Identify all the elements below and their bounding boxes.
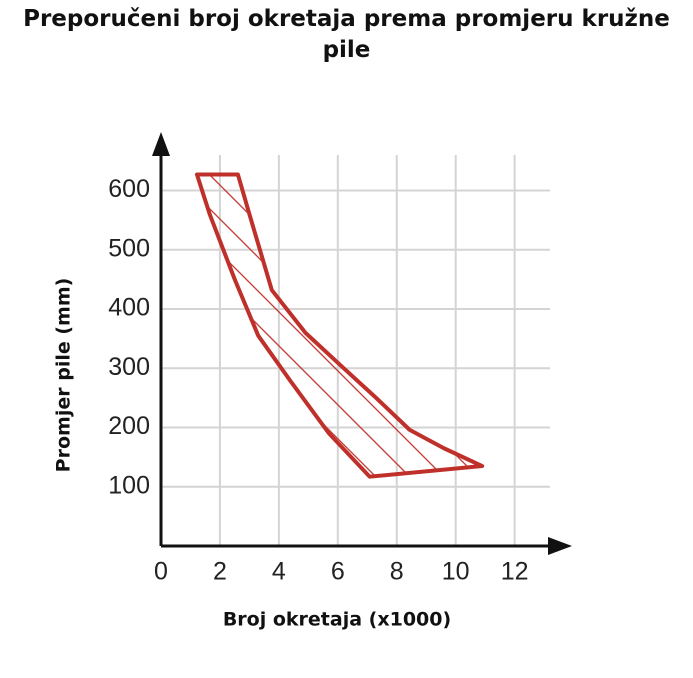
y-tick-label: 500: [108, 234, 150, 262]
y-tick-label: 600: [108, 175, 150, 203]
y-axis-arrow: [152, 132, 170, 156]
y-axis-label: Promjer pile (mm): [53, 278, 75, 473]
x-tick-label: 10: [442, 558, 470, 586]
x-tick-label: 2: [213, 558, 227, 586]
x-tick-label: 8: [390, 558, 404, 586]
x-axis-arrow: [548, 537, 572, 555]
y-tick-label: 300: [108, 353, 150, 381]
x-tick-label: 12: [501, 558, 529, 586]
y-tick-label: 400: [108, 294, 150, 322]
x-tick-label: 6: [331, 558, 345, 586]
hatched-area: [194, 172, 485, 479]
y-tick-label: 200: [108, 412, 150, 440]
x-axis-label: Broj okretaja (x1000): [223, 609, 451, 631]
x-tick-label: 0: [154, 558, 168, 586]
chart-title: Preporučeni broj okretaja prema promjeru…: [23, 6, 670, 63]
y-tick-label: 100: [108, 471, 150, 499]
x-tick-label: 4: [272, 558, 286, 586]
